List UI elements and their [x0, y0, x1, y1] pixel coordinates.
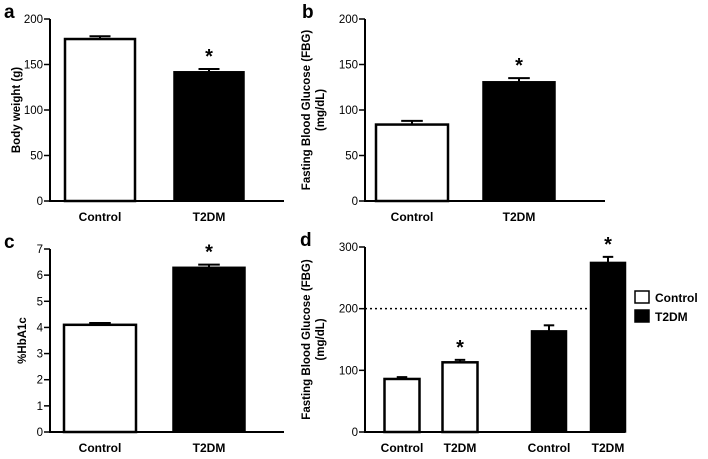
bar: [63, 37, 137, 203]
category-label: T2DM: [193, 210, 226, 224]
y-tick-label: 7: [37, 244, 43, 256]
bar: [374, 123, 450, 203]
category-label: T2DM: [503, 210, 536, 224]
panel-a: a Control * T2DM 0 50 100 150 200 Body weight (g): [4, 2, 284, 224]
bar: [62, 323, 138, 434]
category-label: T2DM: [444, 441, 477, 455]
legend: Control T2DM: [634, 290, 698, 324]
panel-b: b Control * T2DM 0 50 100 150 200 Fasting Blood G…: [301, 2, 605, 224]
significance-mark: *: [205, 242, 213, 264]
bar: [173, 71, 245, 202]
panel-c: c Control * T2DM 0 1 2 3 4 5 6 7 %HbA1c: [4, 232, 284, 455]
category-label: Control: [391, 210, 434, 224]
y-tick-label: 2: [37, 375, 43, 387]
significance-mark: *: [515, 55, 523, 77]
y-tick-label: 50: [345, 151, 358, 163]
y-tick-label: 300: [339, 242, 358, 254]
y-tick-label: 0: [352, 196, 358, 208]
panel-letter: c: [4, 232, 15, 253]
y-tick-label: 4: [37, 322, 44, 334]
y-tick-label: 6: [37, 270, 43, 282]
category-label: T2DM: [592, 441, 625, 455]
y-tick-label: 150: [339, 60, 358, 72]
category-label: T2DM: [193, 441, 226, 455]
y-tick-label: 1: [37, 401, 43, 413]
legend-label: Control: [655, 291, 698, 305]
category-label: Control: [79, 441, 122, 455]
bar: [441, 361, 479, 434]
category-label: Control: [528, 441, 571, 455]
y-tick-label: 0: [37, 427, 43, 439]
panel-letter: b: [302, 2, 314, 23]
significance-mark: *: [205, 46, 213, 68]
y-tick-label: 200: [339, 14, 358, 26]
y-axis-title-units: (mg/dL): [315, 318, 327, 360]
y-axis-title: Body weight (g): [11, 67, 23, 153]
legend-swatch: [634, 290, 650, 304]
significance-mark: *: [604, 234, 612, 256]
y-axis-title: Fasting Blood Glucose (FBG): [301, 259, 313, 420]
y-tick-label: 100: [24, 105, 43, 117]
significance-mark: *: [456, 337, 464, 359]
y-tick-label: 0: [352, 427, 358, 439]
y-axis-title: Fasting Blood Glucose (FBG): [301, 30, 313, 191]
y-axis-title-units: (mg/dL): [315, 89, 327, 131]
category-label: Control: [381, 441, 424, 455]
y-tick-label: 50: [30, 151, 43, 163]
y-tick-label: 100: [339, 365, 358, 377]
bar: [383, 377, 421, 434]
y-tick-label: 100: [339, 105, 358, 117]
y-tick-label: 0: [37, 196, 43, 208]
bar: [482, 81, 556, 202]
panel-d: d Control * T2DM Control * T2DM 0 100 200 300 Fasti…: [300, 230, 698, 455]
y-tick-label: 200: [339, 304, 358, 316]
category-label: Control: [79, 210, 122, 224]
bar: [589, 261, 627, 433]
y-tick-label: 200: [24, 14, 43, 26]
y-tick-label: 150: [24, 60, 43, 72]
bar: [172, 266, 246, 433]
y-axis-title: %HbA1c: [17, 317, 29, 364]
legend-label: T2DM: [655, 310, 688, 324]
legend-swatch: [634, 309, 650, 323]
panel-letter: a: [4, 2, 15, 23]
bar: [530, 330, 568, 433]
y-tick-label: 3: [37, 349, 43, 361]
panel-letter: d: [300, 230, 312, 251]
y-tick-label: 5: [37, 296, 43, 308]
